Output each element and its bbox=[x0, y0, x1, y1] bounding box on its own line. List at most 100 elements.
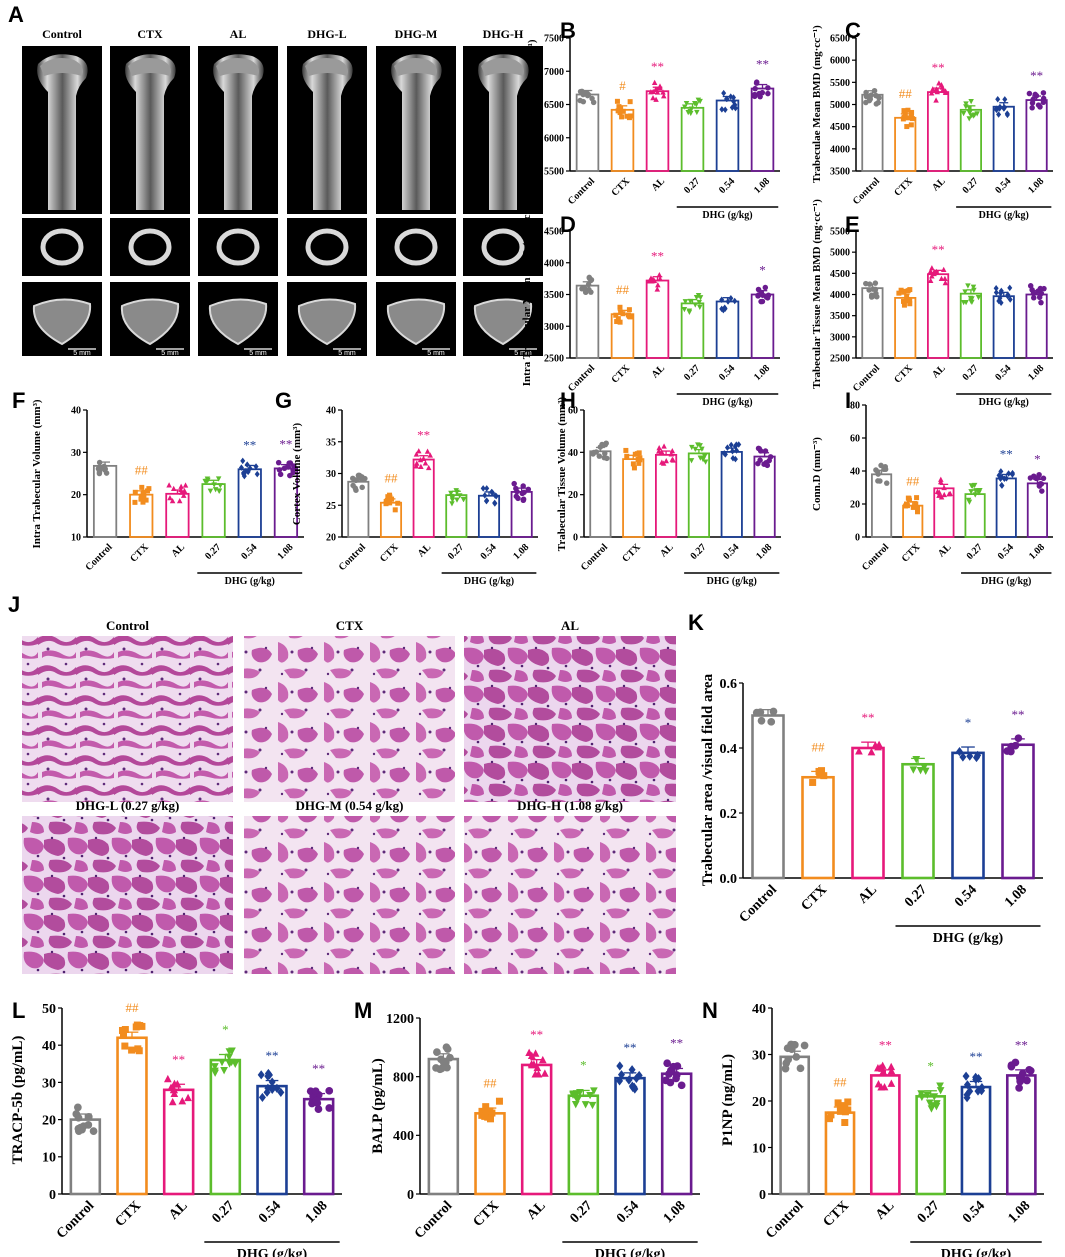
data-point bbox=[211, 1067, 219, 1075]
data-point bbox=[963, 101, 969, 107]
data-point bbox=[84, 1121, 93, 1129]
data-point bbox=[615, 316, 621, 322]
he-label: AL bbox=[561, 618, 579, 633]
data-point bbox=[1002, 96, 1008, 103]
y-tick-label: 20 bbox=[850, 500, 860, 511]
bar-1.08 bbox=[753, 455, 776, 538]
y-tick-label: 4000 bbox=[544, 258, 564, 269]
data-point bbox=[909, 116, 915, 122]
data-point bbox=[825, 1115, 833, 1123]
data-point bbox=[918, 1093, 926, 1102]
data-point bbox=[273, 1083, 281, 1093]
data-point bbox=[1040, 90, 1047, 96]
data-point bbox=[692, 302, 699, 308]
chart-d: D 2500 3000 3500 4000 4500 Intra Trabecular Me… bbox=[521, 201, 780, 408]
dhg-label: DHG (g/kg) bbox=[702, 397, 752, 408]
data-point bbox=[874, 293, 880, 300]
data-point bbox=[790, 1041, 799, 1049]
data-point bbox=[648, 275, 654, 281]
data-point bbox=[960, 111, 967, 117]
data-point bbox=[669, 1062, 678, 1071]
data-point bbox=[422, 460, 429, 466]
data-point bbox=[350, 475, 356, 482]
microct-mid-image bbox=[463, 218, 543, 276]
data-point bbox=[697, 443, 703, 449]
scale-bar-label: 5 mm bbox=[161, 350, 179, 357]
microct-label: DHG-H bbox=[483, 27, 524, 41]
bar-CTX bbox=[116, 1036, 148, 1196]
data-point bbox=[755, 293, 761, 299]
microct-mid-image bbox=[110, 218, 190, 276]
bar-0.27 bbox=[680, 106, 705, 172]
y-tick-label: 60 bbox=[568, 406, 578, 417]
chart-e: E 2500 3000 3500 4000 4500 5000 5500 Trabecular … bbox=[811, 199, 1053, 408]
bar-0.27 bbox=[959, 108, 982, 172]
data-point bbox=[972, 492, 979, 498]
dhg-label: DHG (g/kg) bbox=[933, 931, 1004, 946]
data-point bbox=[827, 1111, 835, 1119]
y-tick-label: 80 bbox=[850, 401, 860, 412]
x-tick-label: AL bbox=[166, 1198, 190, 1222]
data-point bbox=[480, 485, 486, 492]
chart-f: F 10 20 30 40 Intra Trabecular Volume (mm³) Co… bbox=[12, 388, 304, 587]
y-axis-label: Trabecular area /visual field area bbox=[700, 673, 716, 886]
data-point bbox=[732, 104, 738, 112]
data-point bbox=[887, 1066, 896, 1075]
data-point bbox=[167, 495, 173, 501]
data-point bbox=[636, 460, 642, 466]
data-point bbox=[184, 1093, 192, 1102]
x-tick-label: Control bbox=[851, 363, 882, 394]
chart-m: M 0 400 800 1200 BALP (pg/mL) Control ## CTX ** AL… bbox=[354, 998, 700, 1257]
data-point bbox=[425, 464, 432, 471]
data-point bbox=[996, 111, 1002, 118]
data-point bbox=[663, 458, 669, 464]
data-point bbox=[902, 112, 908, 118]
data-point bbox=[934, 488, 941, 495]
data-point bbox=[628, 1065, 636, 1075]
significance-mark: ** bbox=[1012, 707, 1025, 722]
panel-letter-a: A bbox=[8, 2, 24, 27]
significance-mark: ** bbox=[1000, 446, 1013, 461]
data-point bbox=[906, 495, 912, 501]
data-point bbox=[901, 108, 907, 114]
bar-AL bbox=[927, 91, 950, 172]
significance-mark: ## bbox=[135, 463, 149, 478]
data-point bbox=[672, 1074, 680, 1083]
data-point bbox=[520, 497, 527, 504]
data-point bbox=[965, 497, 972, 503]
data-point bbox=[721, 89, 727, 97]
data-point bbox=[277, 1087, 285, 1097]
data-point bbox=[637, 457, 643, 463]
data-point bbox=[218, 1058, 226, 1067]
he-label: Control bbox=[106, 618, 149, 633]
y-tick-label: 40 bbox=[850, 467, 860, 478]
data-point bbox=[630, 1082, 638, 1092]
bar-AL bbox=[655, 453, 678, 538]
y-tick-label: 0.4 bbox=[720, 742, 738, 757]
data-point bbox=[917, 1090, 926, 1098]
data-point bbox=[225, 1053, 233, 1061]
data-point bbox=[211, 1063, 219, 1071]
data-point bbox=[661, 93, 667, 99]
y-tick-label: 40 bbox=[568, 448, 578, 459]
data-point bbox=[905, 107, 911, 113]
data-point bbox=[969, 299, 975, 306]
bar-AL bbox=[162, 1088, 195, 1196]
bar-0.27 bbox=[209, 1058, 242, 1196]
data-point bbox=[627, 314, 633, 320]
data-point bbox=[325, 1086, 334, 1095]
data-point bbox=[245, 468, 251, 476]
data-point bbox=[941, 484, 947, 491]
data-point bbox=[971, 287, 977, 293]
bar-CTX bbox=[622, 458, 645, 538]
data-point bbox=[930, 86, 936, 92]
data-point bbox=[752, 85, 758, 92]
significance-mark: * bbox=[580, 1058, 587, 1073]
bar-Control bbox=[751, 714, 785, 880]
bar-0.54 bbox=[960, 1085, 992, 1196]
x-tick-label: Control bbox=[763, 1198, 807, 1242]
microct-label: CTX bbox=[137, 27, 163, 41]
y-axis-label: Intra Trabecular Mean BMD (mg·cc⁻¹) bbox=[521, 201, 533, 386]
data-point bbox=[970, 284, 977, 290]
y-tick-label: 40 bbox=[71, 406, 81, 417]
